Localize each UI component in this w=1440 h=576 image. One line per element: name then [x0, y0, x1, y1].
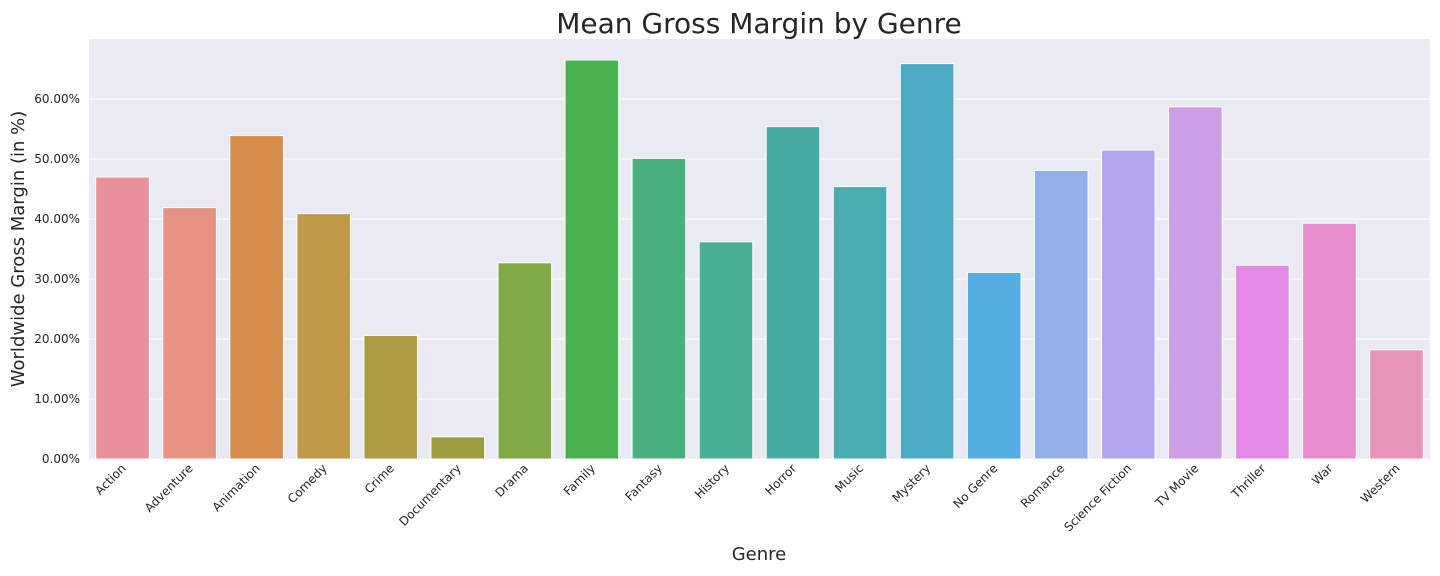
bar-comedy [296, 213, 351, 460]
y-tick-label: 0.00% [42, 452, 80, 466]
x-tick-label: Drama [492, 461, 531, 500]
x-tick-label: Action [92, 461, 128, 497]
y-tick-label: 40.00% [34, 212, 80, 226]
x-tick-label: Documentary [396, 461, 464, 529]
x-tick-label: No Genre [950, 461, 1000, 511]
bar-no-genre [966, 271, 1022, 460]
bar-documentary [430, 436, 486, 460]
bar-horror [765, 126, 821, 460]
x-tick-label: Horror [762, 461, 799, 498]
x-tick-label: Comedy [285, 461, 330, 506]
chart-title: Mean Gross Margin by Genre [556, 7, 962, 40]
bar-crime [363, 334, 419, 460]
x-tick-label: Animation [210, 461, 263, 514]
bar-animation [229, 135, 284, 460]
bar-mystery [899, 63, 955, 460]
x-tick-label: History [692, 461, 732, 501]
bar-science-fiction [1100, 149, 1156, 460]
bar-romance [1033, 169, 1089, 460]
y-axis-ticks: 0.00% 10.00% 20.00% 30.00% 40.00% 50.00% 60.00… [34, 92, 80, 466]
bar-thriller [1235, 264, 1290, 460]
y-tick-label: 10.00% [34, 392, 80, 406]
bar-fantasy [631, 157, 687, 460]
y-tick-label: 20.00% [34, 332, 80, 346]
bar-music [832, 186, 888, 460]
x-tick-label: War [1309, 461, 1335, 487]
x-tick-label: Adventure [142, 461, 196, 515]
x-tick-label: Science Fiction [1061, 461, 1134, 534]
x-tick-label: Family [561, 461, 598, 498]
x-tick-label: Crime [362, 461, 397, 496]
bar-family [564, 59, 620, 460]
x-tick-label: Fantasy [622, 461, 665, 504]
x-axis-ticks: Action Adventure Animation Comedy Crime Docum… [92, 461, 1402, 534]
y-tick-label: 50.00% [34, 152, 80, 166]
plot-area [89, 39, 1430, 459]
x-axis-label: Genre [732, 544, 787, 565]
y-tick-label: 30.00% [34, 272, 80, 286]
bar-action [95, 176, 150, 460]
x-tick-label: TV Movie [1152, 461, 1201, 510]
y-axis-label: Worldwide Gross Margin (in %) [8, 111, 29, 387]
bar-adventure [162, 207, 217, 460]
bars [95, 59, 1424, 460]
y-tick-label: 60.00% [34, 92, 80, 106]
x-tick-label: Romance [1018, 461, 1067, 510]
x-tick-label: Western [1358, 461, 1403, 506]
x-tick-label: Music [832, 461, 866, 495]
bar-drama [497, 262, 553, 460]
x-tick-label: Mystery [890, 461, 934, 505]
bar-western [1369, 349, 1424, 460]
bar-tv-movie [1168, 106, 1223, 460]
bar-war [1302, 222, 1357, 460]
bar-history [698, 241, 754, 460]
x-tick-label: Thriller [1228, 461, 1268, 501]
